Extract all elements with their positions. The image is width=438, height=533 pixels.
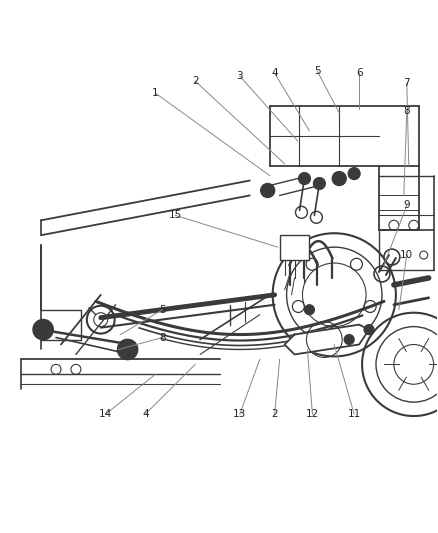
- Text: 4: 4: [142, 409, 149, 419]
- Text: 5: 5: [314, 66, 321, 76]
- Text: 9: 9: [403, 200, 410, 211]
- Circle shape: [33, 320, 53, 340]
- Text: 1: 1: [152, 88, 159, 98]
- Circle shape: [261, 183, 275, 197]
- Polygon shape: [285, 325, 369, 354]
- Text: 15: 15: [169, 211, 182, 220]
- Circle shape: [304, 305, 314, 314]
- Text: 8: 8: [403, 106, 410, 116]
- Circle shape: [314, 177, 325, 190]
- Circle shape: [344, 335, 354, 344]
- Text: 12: 12: [306, 409, 319, 419]
- Text: 3: 3: [237, 71, 243, 81]
- Circle shape: [364, 325, 374, 335]
- Text: 14: 14: [99, 409, 113, 419]
- Text: 11: 11: [347, 409, 361, 419]
- Text: 7: 7: [403, 78, 410, 88]
- FancyBboxPatch shape: [279, 235, 309, 260]
- Text: 2: 2: [192, 76, 198, 86]
- Text: 5: 5: [159, 305, 166, 314]
- Text: 4: 4: [271, 68, 278, 78]
- Text: 10: 10: [400, 250, 413, 260]
- Text: 13: 13: [233, 409, 247, 419]
- Text: 2: 2: [271, 409, 278, 419]
- Text: 6: 6: [356, 68, 362, 78]
- Circle shape: [118, 340, 138, 359]
- Circle shape: [348, 168, 360, 180]
- Circle shape: [332, 172, 346, 185]
- Circle shape: [298, 173, 311, 184]
- Text: 8: 8: [159, 333, 166, 343]
